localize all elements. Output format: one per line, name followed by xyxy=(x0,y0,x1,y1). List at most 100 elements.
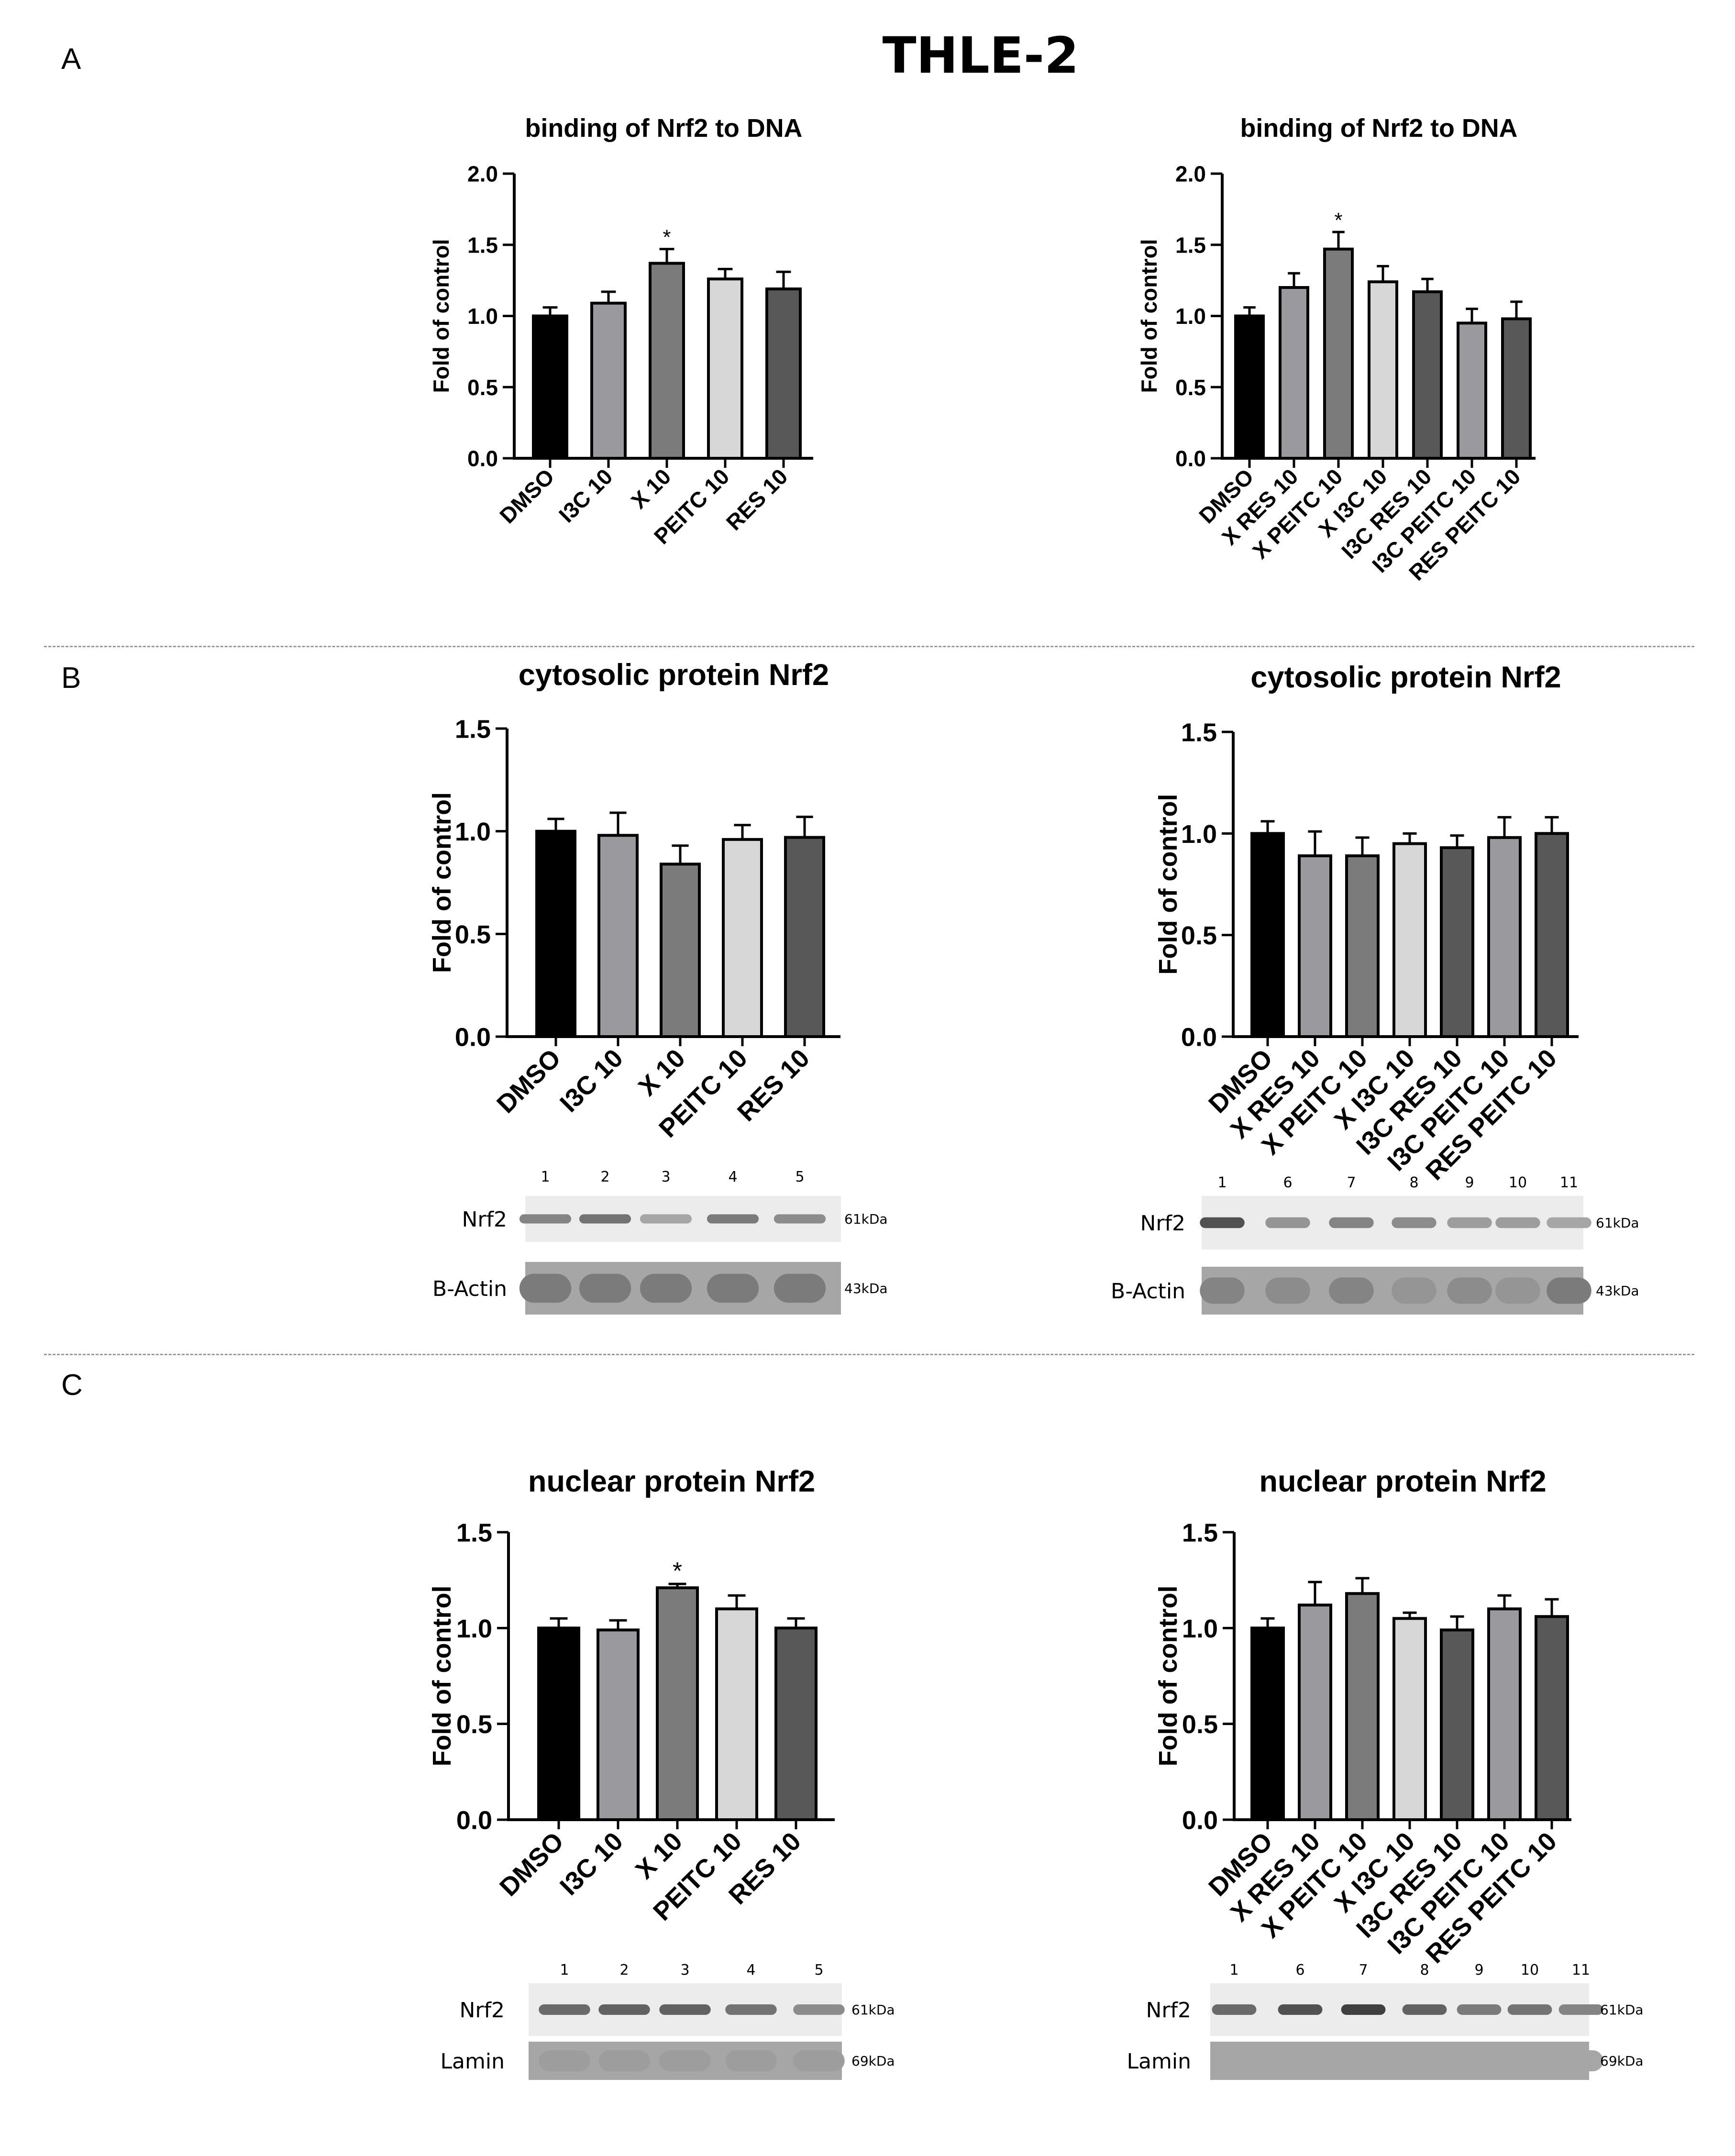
blot-band xyxy=(579,1273,631,1303)
chart-title: cytosolic protein Nrf2 xyxy=(1250,661,1561,694)
bar-x-peitc-10 xyxy=(1323,247,1354,460)
blot-band xyxy=(1402,2050,1447,2071)
lane-number: 1 xyxy=(560,1962,569,1979)
lane-number: 10 xyxy=(1521,1962,1539,1979)
y-tick-label: 0.5 xyxy=(1181,921,1217,950)
bar-i3c-res-10 xyxy=(1440,846,1474,1039)
blot-row-label: B-Actin xyxy=(1111,1279,1185,1304)
bar-x-res-10 xyxy=(1298,854,1332,1038)
y-tick-label: 0.0 xyxy=(455,1023,491,1051)
blot-band xyxy=(1329,1277,1374,1304)
y-tick-label: 0.5 xyxy=(467,375,498,400)
bar-res-peitc-10 xyxy=(1535,1615,1569,1821)
y-axis-label: Fold of control xyxy=(428,1586,456,1767)
blot-band xyxy=(725,2050,777,2071)
panel-divider-bc xyxy=(44,1354,1694,1355)
significance-marker: * xyxy=(1334,209,1342,232)
y-tick-label: 0.0 xyxy=(1175,446,1206,471)
blot-band xyxy=(793,2004,845,2015)
lane-number: 1 xyxy=(1229,1962,1238,1979)
blot-band xyxy=(1392,1277,1437,1304)
blot-band xyxy=(1278,2050,1323,2071)
chart-title: cytosolic protein Nrf2 xyxy=(519,658,829,692)
bar-dmso xyxy=(535,829,576,1038)
bar-dmso xyxy=(1250,1626,1285,1821)
blot-band xyxy=(659,2050,711,2071)
bar-i3c-peitc-10 xyxy=(1457,321,1487,460)
blot-band xyxy=(519,1214,572,1224)
chart-title: binding of Nrf2 to DNA xyxy=(1240,114,1518,143)
blot-band xyxy=(1495,1217,1540,1228)
panel-label-c: C xyxy=(61,1369,83,1402)
y-tick-label: 1.0 xyxy=(1182,1614,1218,1643)
blot-B-right: 1 6 7 8 9 10 11 Nrf2 61kDa B-Actin 43kDa xyxy=(1111,1174,1639,1315)
y-tick-label: 1.5 xyxy=(1181,718,1217,747)
y-axis-label: Fold of control xyxy=(1154,794,1182,975)
y-tick-label: 0.0 xyxy=(456,1806,492,1835)
lane-number: 3 xyxy=(661,1169,670,1185)
lane-number: 9 xyxy=(1465,1174,1474,1191)
chart-title: binding of Nrf2 to DNA xyxy=(525,114,803,143)
blot-band xyxy=(1212,2004,1257,2015)
y-tick-label: 1.0 xyxy=(1175,304,1206,329)
blot-band xyxy=(1457,2050,1502,2071)
bar-x-i3c-10 xyxy=(1392,1617,1427,1822)
bar-i3c-10 xyxy=(590,301,627,460)
bar-i3c-10 xyxy=(597,1628,640,1822)
bar-dmso xyxy=(537,1626,580,1821)
lane-number: 5 xyxy=(814,1962,823,1979)
chart-title: nuclear protein Nrf2 xyxy=(528,1465,815,1498)
blot-row-label: B-Actin xyxy=(432,1277,507,1301)
lane-number: 8 xyxy=(1420,1962,1429,1979)
blot-band xyxy=(774,1214,826,1224)
y-tick-label: 2.0 xyxy=(467,162,498,187)
bar-x-peitc-10 xyxy=(1345,854,1380,1038)
blot-band xyxy=(539,2004,590,2015)
y-tick-label: 0.0 xyxy=(1181,1023,1217,1051)
blot-band xyxy=(1265,1217,1310,1228)
chart-title: nuclear protein Nrf2 xyxy=(1259,1465,1546,1498)
y-tick-label: 1.0 xyxy=(456,1614,492,1643)
blot-band xyxy=(1200,1217,1245,1228)
blot-band xyxy=(640,1273,692,1303)
y-tick-label: 1.5 xyxy=(467,232,498,257)
blot-kda-label: 61kDa xyxy=(844,1211,888,1227)
blot-row-label: Nrf2 xyxy=(1140,1211,1186,1236)
lane-number: 6 xyxy=(1283,1174,1292,1191)
blot-band xyxy=(1402,2004,1447,2015)
blot-band xyxy=(1457,2004,1502,2015)
y-tick-label: 1.5 xyxy=(456,1518,492,1547)
blot-band xyxy=(1558,2004,1603,2015)
blot-row-label: Lamin xyxy=(441,2049,505,2074)
blot-band xyxy=(519,1273,572,1303)
blot-band xyxy=(793,2050,845,2071)
y-axis-label: Fold of control xyxy=(1137,239,1161,393)
bar-x-peitc-10 xyxy=(1345,1592,1380,1822)
lane-number: 11 xyxy=(1572,1962,1590,1979)
lane-number: 2 xyxy=(600,1169,609,1185)
blot-band xyxy=(640,1214,692,1224)
y-tick-label: 1.5 xyxy=(1182,1518,1218,1547)
blot-band xyxy=(774,1273,826,1303)
blot-band xyxy=(598,2004,650,2015)
y-tick-label: 0.5 xyxy=(1175,375,1206,400)
y-tick-label: 0.5 xyxy=(456,1710,492,1739)
blot-band xyxy=(1341,2050,1386,2071)
y-tick-label: 2.0 xyxy=(1175,162,1206,187)
blot-kda-label: 61kDa xyxy=(1596,1215,1639,1231)
figure-title: THLE-2 xyxy=(882,26,1079,85)
y-tick-label: 1.5 xyxy=(455,715,491,743)
blot-B-left: 1 2 3 4 5 Nrf2 61kDa B-Actin 43kDa xyxy=(432,1169,888,1315)
lane-number: 10 xyxy=(1509,1174,1527,1191)
y-axis-label: Fold of control xyxy=(429,239,453,393)
bar-x-10 xyxy=(660,862,701,1038)
blot-band xyxy=(1507,2050,1552,2071)
blot-band xyxy=(539,2050,590,2071)
blot-row-label: Lamin xyxy=(1127,2049,1191,2074)
blot-band xyxy=(1507,2004,1552,2015)
blot-band xyxy=(1329,1217,1374,1228)
blot-band xyxy=(579,1214,631,1224)
blot-C-left: 1 2 3 4 5 Nrf2 61kDa Lamin 69kDa xyxy=(441,1962,895,2080)
